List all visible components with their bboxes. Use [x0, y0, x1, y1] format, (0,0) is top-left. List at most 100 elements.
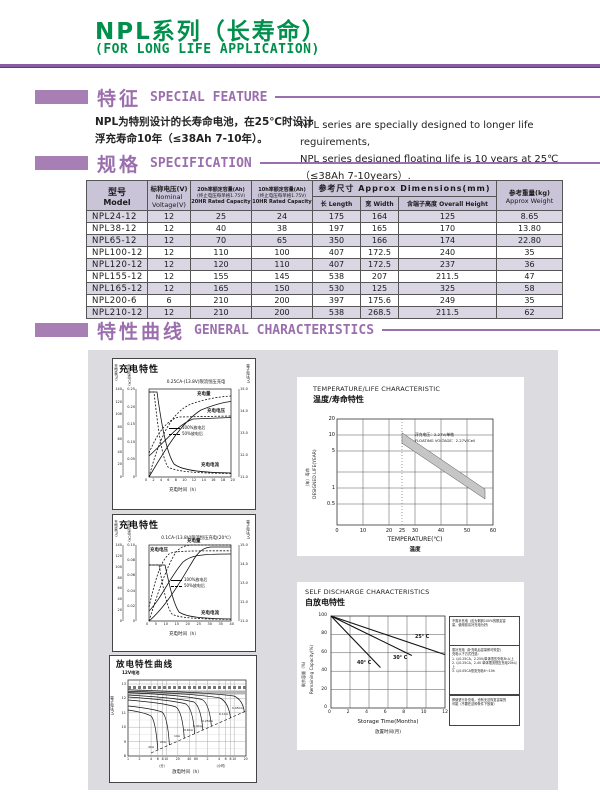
cell-model: NPL210-12 [86, 306, 148, 319]
curve-label-current: 充电电流 [201, 611, 219, 616]
tick-label: 13.0 [240, 581, 248, 585]
tick-label: 120 [115, 399, 122, 404]
tick-label: 100 [318, 613, 327, 618]
cell-overall-height: 125 [398, 210, 497, 223]
tick-label: 4 [159, 478, 163, 482]
cell-10hr-capacity: 200 [251, 306, 313, 319]
chart-title-cn: 自放电特性 [305, 598, 345, 607]
charge-characteristics-chart-2: 充电特性 0.1CA-(13.8V)限流恒压充电(20℃) 充电量(%) 充电电… [112, 514, 256, 652]
cell-length: 407 [312, 246, 361, 259]
tick-label: 14.0 [240, 409, 248, 413]
tick-label: 0.10 [127, 543, 135, 547]
cell-20hr-capacity: 210 [190, 294, 252, 307]
legend-entry-dashed: 50%放电后 [171, 583, 207, 589]
table-row: NPL24-12 12 25 24 175 164 125 8.65 [86, 210, 563, 223]
tick-label: 10 [164, 757, 169, 761]
legend-entry-solid: 100%放电后 [171, 577, 207, 583]
tick-label: 0 [328, 710, 331, 715]
col-header-width: 宽 Width [360, 196, 399, 211]
cell-weight: 47 [496, 270, 563, 283]
tick-label: 20 [185, 622, 190, 626]
chart-title-en: TEMPERATURE/LIFE CHARACTERISTIC [313, 385, 441, 393]
cell-weight: 35 [496, 294, 563, 307]
tick-label: 20 [117, 462, 122, 467]
tick-label: 30 [411, 528, 419, 534]
tick-label: 80 [321, 631, 327, 637]
x-axis-label: 充电时间（h） [169, 632, 199, 637]
cell-overall-height: 237 [398, 258, 497, 271]
tick-label: 20 [117, 608, 122, 613]
cell-width: 172.5 [360, 246, 399, 259]
section-bar [35, 323, 88, 337]
cell-10hr-capacity: 24 [251, 210, 313, 223]
note-recharge-methods: 需补充电（补充电后容量即可恢复） 充电以下方式任选： 1. 以0.25CA，2.25… [449, 645, 520, 695]
feature-text-en: NPL series are specially designed to lon… [300, 117, 600, 185]
cell-model: NPL165-12 [86, 282, 148, 295]
y-tick-labels: 100 80 60 40 20 0 [315, 613, 327, 711]
tick-label: 12 [121, 696, 126, 701]
tick-label: 20 [230, 478, 235, 482]
y-axis-label-cn: （年）寿命 [305, 468, 310, 489]
cell-20hr-capacity: 210 [190, 306, 252, 319]
tick-label: 140 [115, 387, 122, 391]
x-axis-label-cn: 放置时间(月) [374, 730, 401, 735]
col-header-weight: 参考重量(kg) Approx Weight [496, 180, 563, 211]
qty-tick-labels: 140 120 100 80 60 40 20 0 [113, 386, 122, 480]
cell-length: 407 [312, 258, 361, 271]
cell-voltage: 12 [147, 246, 191, 259]
chart-title-en: SELF DISCHARGE CHARACTERISTICS [305, 588, 430, 596]
section-title-en: SPECIAL FEATURE [150, 89, 268, 105]
cell-model: NPL24-12 [86, 210, 148, 223]
tick-label: 0.04 [127, 588, 135, 593]
tick-label: 40 [437, 528, 445, 534]
curve-label: 0.05CA [232, 706, 243, 710]
unit-label-hours: （小时） [214, 764, 228, 768]
axis-label-charge-quantity: 充电量(%) [114, 520, 119, 537]
table-row: NPL155-12 12 155 145 538 207 211.5 47 [86, 270, 563, 283]
cell-10hr-capacity: 110 [251, 258, 313, 271]
feature-text-cn: NPL为特别设计的长寿命电池，在25℃时设计 浮充寿命10年（≤38Ah 7-1… [95, 114, 314, 148]
voltage-tick-labels: 15.0 14.0 13.0 12.0 11.0 [240, 542, 253, 624]
tick-label: 11 [121, 710, 126, 715]
section-bar [35, 156, 88, 170]
curve-label-voltage: 充电电压 [150, 548, 168, 553]
tick-label: 0.06 [127, 573, 135, 578]
tick-label: 80 [117, 575, 122, 580]
tick-label: 80 [117, 424, 122, 429]
table-row: NPL38-12 12 40 38 197 165 170 13.80 [86, 222, 563, 235]
chart-legend: 100%放电后 50%放电后 [169, 425, 205, 437]
cell-voltage: 12 [147, 222, 191, 235]
cell-width: 268.5 [360, 306, 399, 319]
tick-label: 20 [243, 757, 248, 761]
tick-label: 4 [149, 757, 153, 761]
tick-label: 0 [132, 474, 135, 479]
tick-label: 20 [385, 528, 393, 534]
tick-label: 5 [331, 448, 335, 454]
tick-label: 12 [191, 478, 197, 482]
tick-label: 10 [163, 622, 168, 626]
note-line: 1. 以0.25CA，2.25V/单体恒压充电3h以上 [452, 656, 514, 661]
legend-line-dashed [169, 433, 180, 435]
col-header-dimensions: 参考尺寸 Approx Dimensions(mm) [312, 180, 497, 197]
chart-panel-title: 充电特性 [119, 521, 160, 531]
tick-label: 40 [117, 597, 122, 602]
cell-length: 538 [312, 270, 361, 283]
tick-label: 60 [117, 586, 122, 591]
curve-label: 2CA [160, 740, 167, 744]
cell-model: NPL100-12 [86, 246, 148, 259]
chart-subtitle: 0.25CA-(13.8V)限流恒压充电 [166, 380, 226, 385]
grid [331, 616, 445, 708]
col-header-10hr: 10h率额定容量(Ah) (终止电压每单格1.75V) 10HR Rated C… [251, 180, 313, 211]
axis-label-charge-quantity: 充电量(%) [114, 364, 119, 381]
tick-label: 8 [174, 478, 177, 482]
cell-20hr-capacity: 155 [190, 270, 252, 283]
unit-label-minutes: （分） [157, 764, 167, 768]
tick-label: 20 [175, 757, 180, 761]
tick-label: 0.20 [127, 404, 135, 409]
note-line: 2. 以0.25CA，2.4V 单体限流恒压充电20h以上 [452, 660, 517, 670]
x-axis-label-cn: 温度 [409, 547, 421, 553]
tick-label: 9 [123, 739, 126, 744]
discharge-curve-04ca [127, 694, 204, 731]
note-line: 需补充电（补充电后容量即可恢复） [452, 648, 503, 652]
tick-label: 1 [126, 757, 130, 761]
